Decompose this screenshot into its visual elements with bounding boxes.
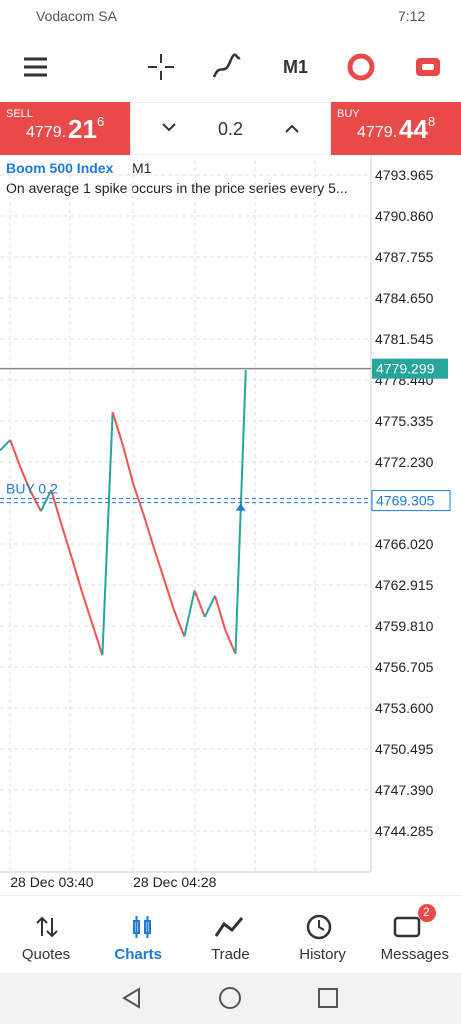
price-segment <box>224 629 237 655</box>
buy-label: BUY <box>337 108 360 120</box>
history-icon <box>306 914 332 940</box>
y-tick-label: 4753.600 <box>375 700 434 716</box>
price-segment <box>29 490 42 512</box>
sell-price-sup: 6 <box>97 114 105 129</box>
system-buttons <box>122 987 338 1009</box>
charts-icon <box>133 916 151 938</box>
price-segment <box>91 623 104 656</box>
timeframe[interactable]: M1 <box>283 57 309 77</box>
current-price-label: 4779.299 <box>376 361 435 377</box>
sell-price: 4779. <box>26 124 67 141</box>
home-button[interactable] <box>219 987 241 1009</box>
color-icon[interactable] <box>347 53 375 81</box>
price-segment <box>132 483 145 515</box>
price-segment <box>121 444 135 484</box>
toolbar: M1 <box>0 32 461 102</box>
description: On average 1 spike occurs in the price s… <box>6 180 348 196</box>
price-segment <box>0 439 11 452</box>
price-segment <box>152 546 165 579</box>
position-label: BUY 0.2 <box>6 481 58 497</box>
y-tick-label: 4744.285 <box>375 823 434 839</box>
sell-button[interactable]: SELL 4779. 21 6 <box>0 102 130 155</box>
status-bar: Vodacom SA 7:12 <box>0 0 461 32</box>
price-segment <box>101 412 114 656</box>
price-segment <box>60 524 73 558</box>
position-price-box <box>371 490 451 512</box>
nav-icons <box>36 904 436 940</box>
messages-icon <box>393 916 421 938</box>
crosshair-icon[interactable] <box>148 54 174 80</box>
chart: Boom 500 Index M1 On average 1 spike occ… <box>0 155 451 890</box>
price-segment <box>214 595 227 631</box>
sell-price-big: 21 <box>68 114 97 144</box>
y-tick-label: 4762.915 <box>375 577 434 593</box>
badge <box>418 904 436 922</box>
nav-item[interactable]: Messages <box>380 946 449 963</box>
volume-box <box>130 102 331 155</box>
y-tick-label: 4793.965 <box>375 167 434 183</box>
price-segment <box>80 591 94 624</box>
y-tick-label: 4766.020 <box>375 536 434 552</box>
trade-panel: SELL 4779. 21 6 0.2 BUY 4779. 44 8 <box>0 102 461 155</box>
trade-nav-icon <box>214 917 244 937</box>
price-segment <box>50 489 63 525</box>
y-tick-label: 4790.860 <box>375 208 434 224</box>
clock: 7:12 <box>398 8 426 24</box>
price-segment <box>173 609 186 638</box>
y-tick-label: 4772.230 <box>375 454 434 470</box>
badge-count: 2 <box>423 905 430 919</box>
y-tick-label: 4759.810 <box>375 618 434 634</box>
symbol[interactable]: Boom 500 Index <box>6 160 114 176</box>
history-hand <box>318 920 325 931</box>
x-tick-label: 28 Dec 04:28 <box>133 874 216 890</box>
nav-item[interactable]: Charts <box>114 946 162 963</box>
nav-item[interactable]: History <box>299 946 346 963</box>
volume-up[interactable] <box>285 124 299 133</box>
price-segment <box>234 369 247 654</box>
buy-price-big: 44 <box>399 114 428 144</box>
price-segment <box>40 489 53 512</box>
price-segment <box>9 439 22 469</box>
price-segment <box>19 467 32 492</box>
y-tick-label: 4781.545 <box>375 331 434 347</box>
back-button[interactable] <box>122 987 140 1009</box>
position-price-label: 4769.305 <box>376 493 435 509</box>
price-segment <box>193 590 206 618</box>
trade-icon-inner <box>422 64 434 70</box>
indicator-icon[interactable] <box>212 53 241 78</box>
position-arrow <box>235 503 246 511</box>
volume[interactable]: 0.2 <box>218 119 244 139</box>
menu-icon[interactable] <box>24 57 47 77</box>
system-nav <box>0 973 461 1024</box>
quotes-icon <box>36 916 58 938</box>
price-segment <box>70 557 83 593</box>
nav-item[interactable]: Quotes <box>21 946 71 963</box>
buy-button[interactable]: BUY 4779. 44 8 <box>331 102 461 155</box>
y-tick-label: 4756.705 <box>375 659 434 675</box>
price-segment <box>142 513 155 548</box>
volume-controls <box>130 102 331 155</box>
y-tick-label: 4775.335 <box>375 413 434 429</box>
toolbar-icons <box>24 53 440 81</box>
price-segment <box>203 595 216 618</box>
y-tick-label: 4784.650 <box>375 290 434 306</box>
price-segment <box>183 590 196 637</box>
price-segment <box>111 411 124 446</box>
x-tick-label: 28 Dec 03:40 <box>10 874 93 890</box>
volume-down[interactable] <box>162 123 176 132</box>
buy-price: 4779. <box>357 124 398 141</box>
carrier: Vodacom SA <box>36 8 117 24</box>
price-segment <box>162 578 176 611</box>
y-tick-label: 4750.495 <box>375 741 434 757</box>
recents-button[interactable] <box>318 988 338 1008</box>
nav-item[interactable]: Trade <box>211 946 250 963</box>
bottom-nav: 2 Quotes Charts Trade History Messages <box>0 895 461 974</box>
chart-timeframe: M1 <box>132 160 152 176</box>
sell-label: SELL <box>6 108 33 120</box>
buy-price-sup: 8 <box>428 114 436 129</box>
y-tick-label: 4747.390 <box>375 782 434 798</box>
y-tick-label: 4787.755 <box>375 249 434 265</box>
current-price-box <box>372 358 448 379</box>
